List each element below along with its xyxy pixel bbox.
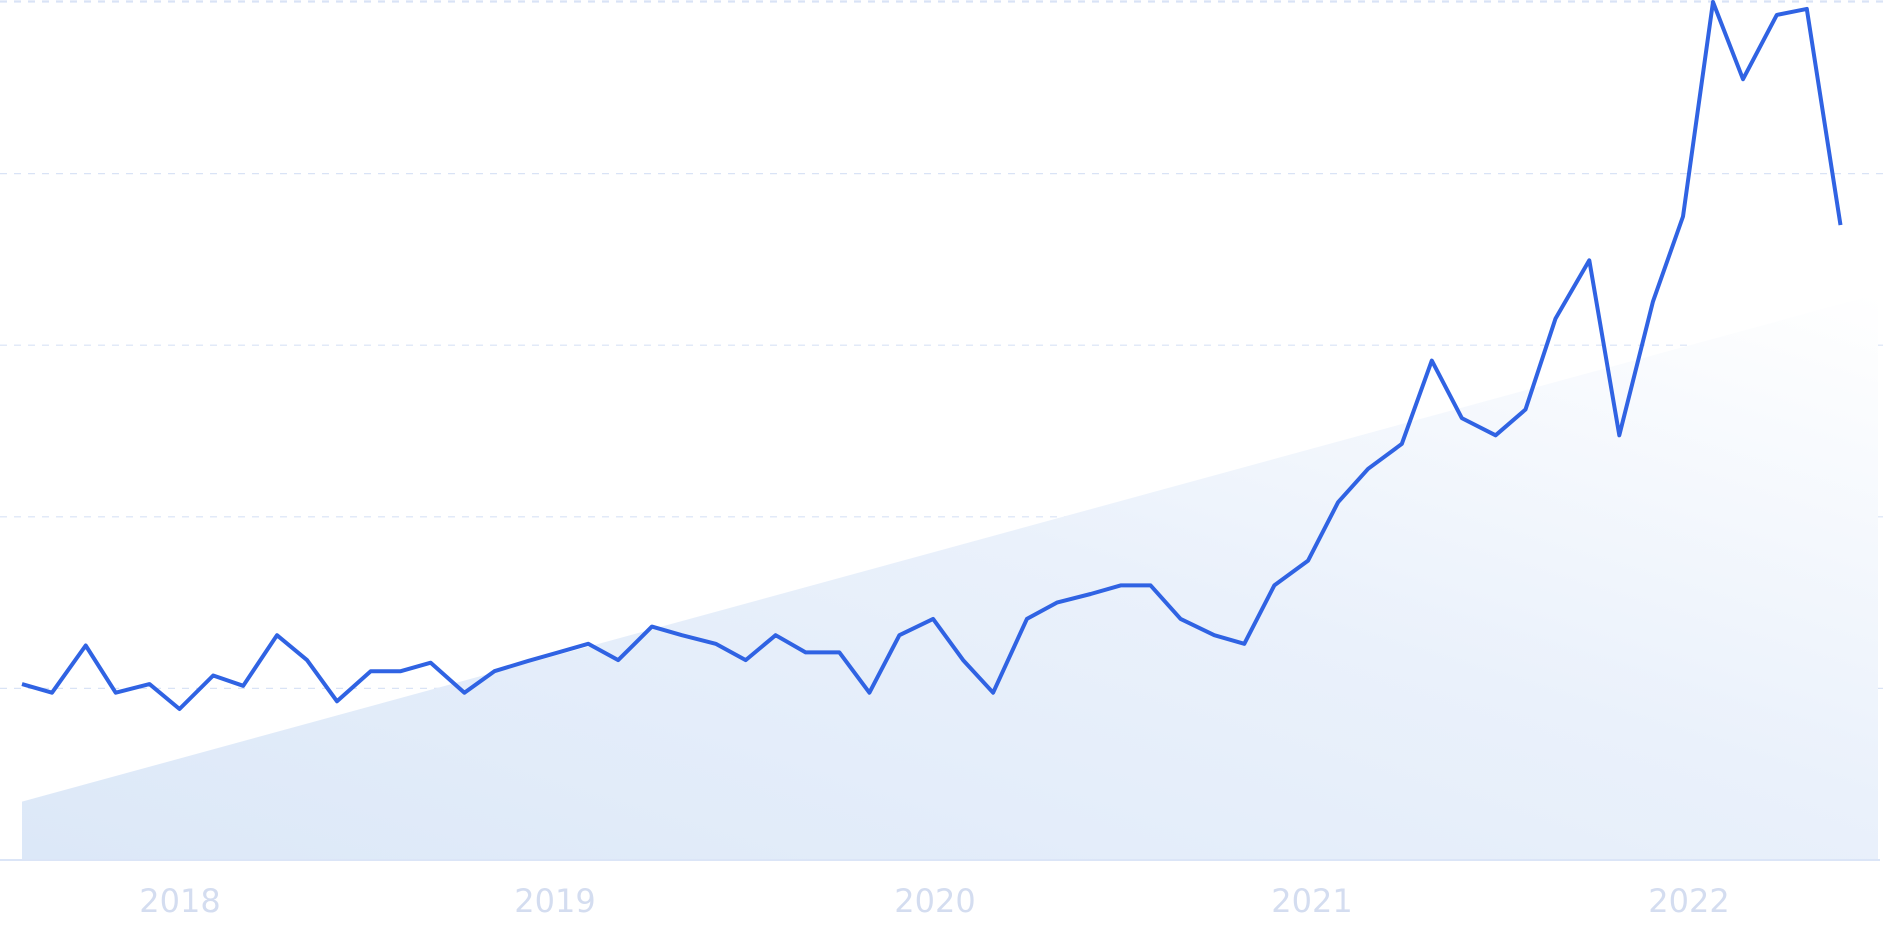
trend-area — [22, 293, 1878, 861]
x-tick-label: 2019 — [514, 882, 595, 920]
trend-fill — [22, 293, 1878, 861]
x-tick-labels: 2018 2019 2020 2021 2022 — [139, 882, 1729, 920]
x-tick-label: 2020 — [894, 882, 975, 920]
series-layer — [21, 0, 1843, 711]
x-tick-label: 2021 — [1271, 882, 1352, 920]
x-tick-label: 2022 — [1648, 882, 1729, 920]
x-tick-label: 2018 — [139, 882, 220, 920]
series-line — [21, 0, 1843, 711]
